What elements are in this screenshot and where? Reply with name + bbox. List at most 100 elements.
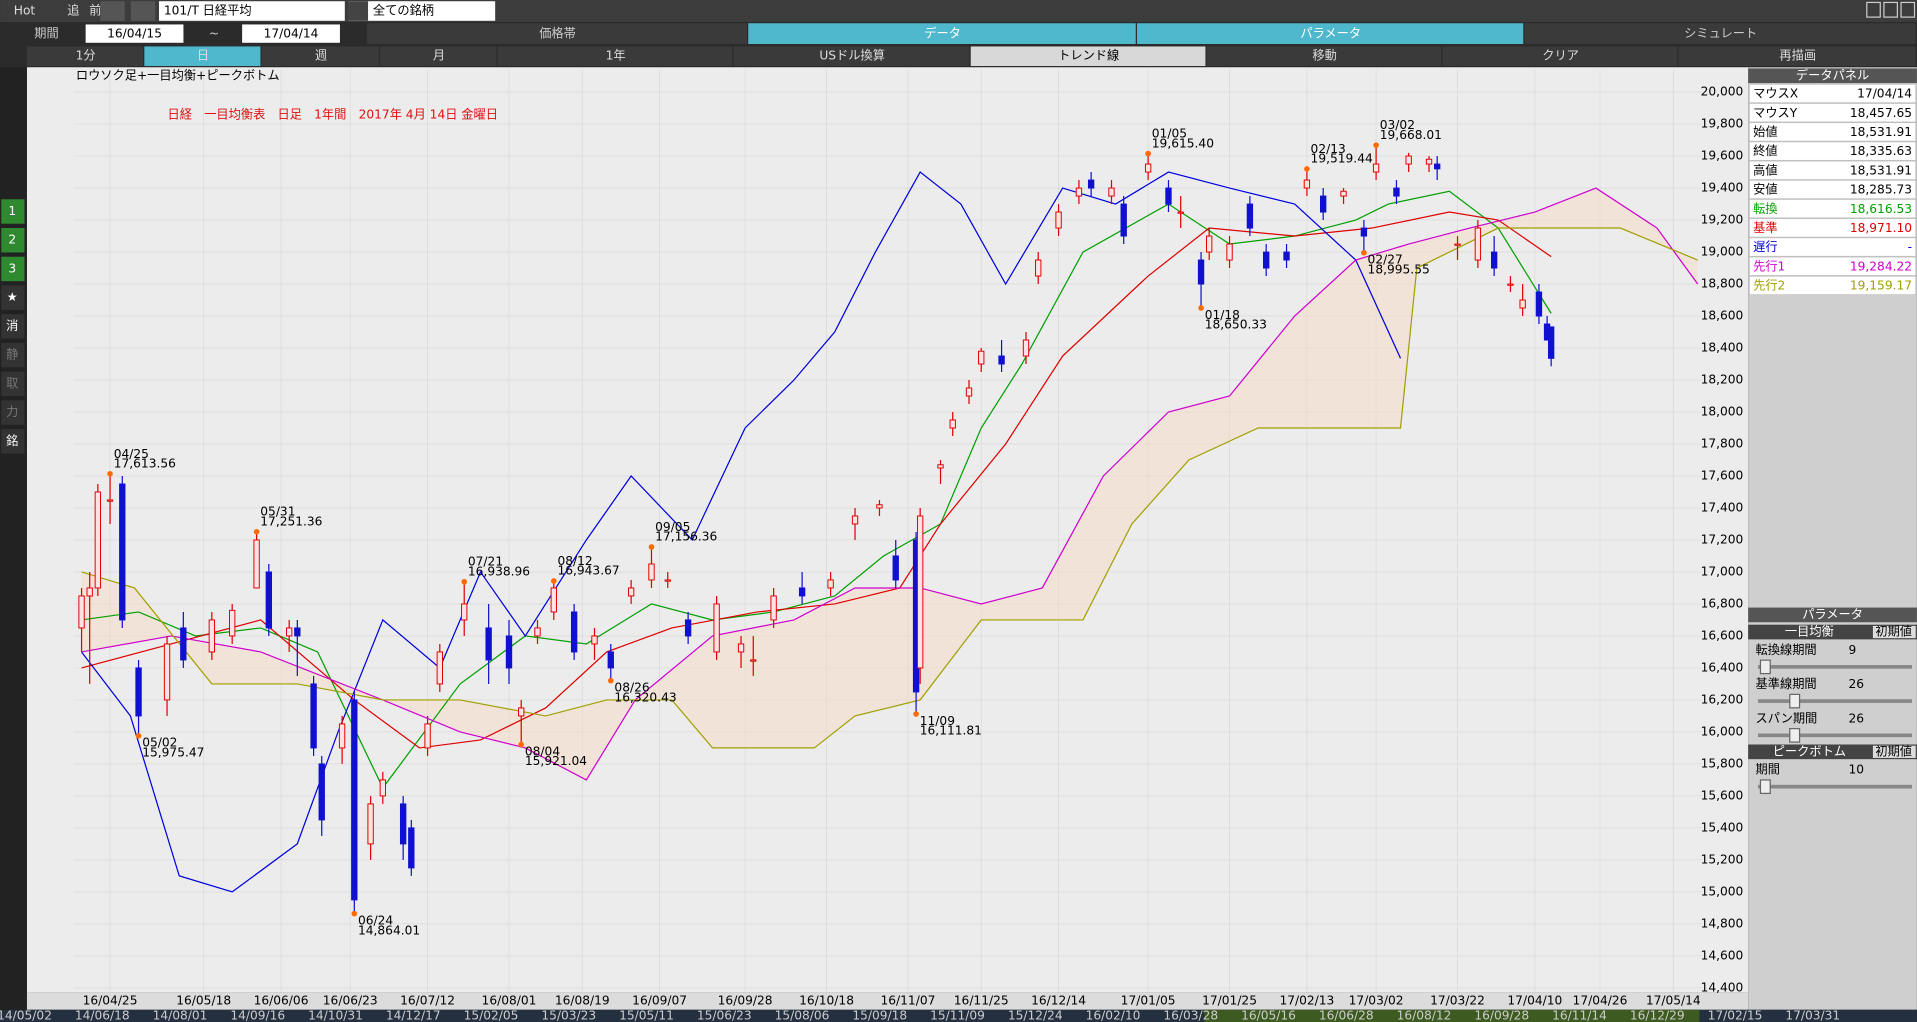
- filter-text[interactable]: 全ての銘柄: [373, 3, 434, 18]
- reset-button[interactable]: [1872, 745, 1916, 758]
- dropdown-arrow[interactable]: [348, 1, 369, 21]
- sidebar-label[interactable]: 静: [6, 348, 18, 362]
- symbol-input[interactable]: [158, 1, 345, 21]
- date-from-text[interactable]: 16/04/15: [107, 27, 162, 41]
- nav-button[interactable]: [130, 1, 156, 21]
- sidebar-label[interactable]: 3: [8, 261, 16, 275]
- sidebar-button[interactable]: [1, 227, 25, 253]
- candle-body: [998, 355, 1005, 365]
- overview-window[interactable]: [1204, 1009, 1700, 1022]
- close-button[interactable]: [1900, 1, 1916, 18]
- timeframe-label[interactable]: 週: [315, 49, 327, 63]
- y-tick-label: 15,400: [1701, 820, 1744, 834]
- reset-button[interactable]: [1872, 625, 1916, 639]
- sidebar-label[interactable]: 2: [8, 233, 16, 247]
- candle-body: [408, 827, 415, 869]
- date-to[interactable]: [242, 24, 340, 43]
- timeframe-label[interactable]: トレンド線: [1058, 48, 1119, 63]
- x-tick-label: 16/08/01: [482, 994, 537, 1008]
- slider-track[interactable]: [1758, 733, 1913, 738]
- sidebar-button[interactable]: [1, 371, 25, 397]
- panel-row-value: 18,457.65: [1850, 106, 1912, 120]
- nav-button[interactable]: [100, 1, 125, 21]
- timeframe-button[interactable]: [733, 46, 970, 67]
- timeframe-button[interactable]: [970, 46, 1206, 67]
- sidebar-button[interactable]: [1, 256, 25, 282]
- maximize-button[interactable]: [1883, 1, 1898, 18]
- date-to-text[interactable]: 17/04/14: [264, 27, 319, 41]
- annotation-value: 15,921.04: [525, 754, 587, 768]
- date-from[interactable]: [85, 24, 184, 43]
- sidebar-label[interactable]: 力: [6, 405, 18, 419]
- annotation-value: 18,650.33: [1205, 318, 1267, 332]
- minimize-button[interactable]: [1866, 1, 1881, 18]
- timeframe-button[interactable]: [261, 46, 380, 67]
- timeframe-button[interactable]: [1442, 46, 1678, 67]
- annotation-value: 16,938.96: [468, 564, 530, 578]
- reset-label[interactable]: 初期値: [1875, 624, 1912, 639]
- timeframe-label[interactable]: 1年: [606, 49, 626, 63]
- tab-label[interactable]: パラメータ: [1300, 27, 1361, 41]
- timeframe-button[interactable]: [1678, 46, 1916, 67]
- slider-knob[interactable]: [1789, 727, 1801, 743]
- tab[interactable]: [366, 23, 748, 45]
- sidebar-label[interactable]: ★: [7, 290, 18, 304]
- timeframe-label[interactable]: クリア: [1542, 49, 1579, 63]
- sidebar-label[interactable]: 1: [8, 204, 16, 218]
- y-tick-label: 17,800: [1701, 436, 1744, 450]
- timeframe-button[interactable]: [144, 46, 261, 67]
- tab[interactable]: [1136, 23, 1524, 45]
- annotation-date: 07/21: [468, 555, 503, 569]
- candle-body: [1055, 211, 1062, 229]
- menu-item[interactable]: 前: [89, 3, 101, 18]
- tab-label[interactable]: シミュレート: [1684, 27, 1757, 41]
- sidebar-label[interactable]: 銘: [6, 433, 18, 448]
- tab-label[interactable]: データ: [924, 26, 961, 41]
- reset-label[interactable]: 初期値: [1875, 743, 1912, 758]
- timeframe-label[interactable]: 月: [433, 49, 445, 63]
- timeframe-button[interactable]: [380, 46, 497, 67]
- timeframe-button[interactable]: [26, 46, 144, 67]
- slider-knob[interactable]: [1789, 693, 1801, 709]
- sidebar-button[interactable]: [1, 342, 25, 368]
- sidebar-label[interactable]: 取: [6, 376, 18, 390]
- sidebar-button[interactable]: [1, 429, 25, 454]
- candle-body: [965, 387, 973, 397]
- candle-body: [1372, 163, 1380, 173]
- slider-track[interactable]: [1758, 699, 1913, 703]
- y-tick-label: 18,000: [1701, 404, 1744, 418]
- slider-knob[interactable]: [1759, 659, 1771, 675]
- candle-body: [1320, 195, 1327, 213]
- tab-label[interactable]: 価格帯: [539, 26, 576, 41]
- overview-date: 17/02/15: [1708, 1008, 1763, 1022]
- timeframe-label[interactable]: 日: [197, 49, 209, 63]
- timeframe-label[interactable]: 1分: [76, 49, 96, 63]
- timeframe-label[interactable]: 再描画: [1779, 49, 1816, 63]
- overview-date: 16/03/28: [1163, 1008, 1218, 1022]
- candle-body: [1087, 179, 1095, 189]
- x-tick-label: 16/06/23: [323, 994, 378, 1008]
- slider-knob[interactable]: [1759, 779, 1771, 795]
- timeframe-button[interactable]: [1206, 46, 1442, 67]
- panel-row-value: 19,159.17: [1850, 279, 1912, 293]
- symbol-text[interactable]: 101/T 日経平均: [164, 4, 252, 18]
- menu-item[interactable]: 追: [67, 3, 79, 18]
- timeframe-button[interactable]: [497, 46, 733, 67]
- timeframe-label[interactable]: USドル換算: [819, 48, 885, 63]
- slider-track[interactable]: [1758, 665, 1913, 669]
- panel-row-label: 始値: [1753, 124, 1777, 139]
- slider-track[interactable]: [1758, 784, 1913, 789]
- candle-body: [461, 603, 468, 621]
- sidebar-button[interactable]: [1, 199, 25, 224]
- sidebar-button[interactable]: [1, 314, 25, 339]
- menu-item[interactable]: Hot: [14, 4, 36, 18]
- sidebar-button[interactable]: [1, 400, 25, 425]
- tab[interactable]: [748, 23, 1136, 45]
- filter-dropdown[interactable]: [348, 1, 496, 21]
- tab[interactable]: [1524, 23, 1916, 45]
- sidebar-button[interactable]: [1, 285, 25, 310]
- sidebar-label[interactable]: 消: [6, 319, 18, 333]
- timeframe-label[interactable]: 移動: [1312, 49, 1336, 63]
